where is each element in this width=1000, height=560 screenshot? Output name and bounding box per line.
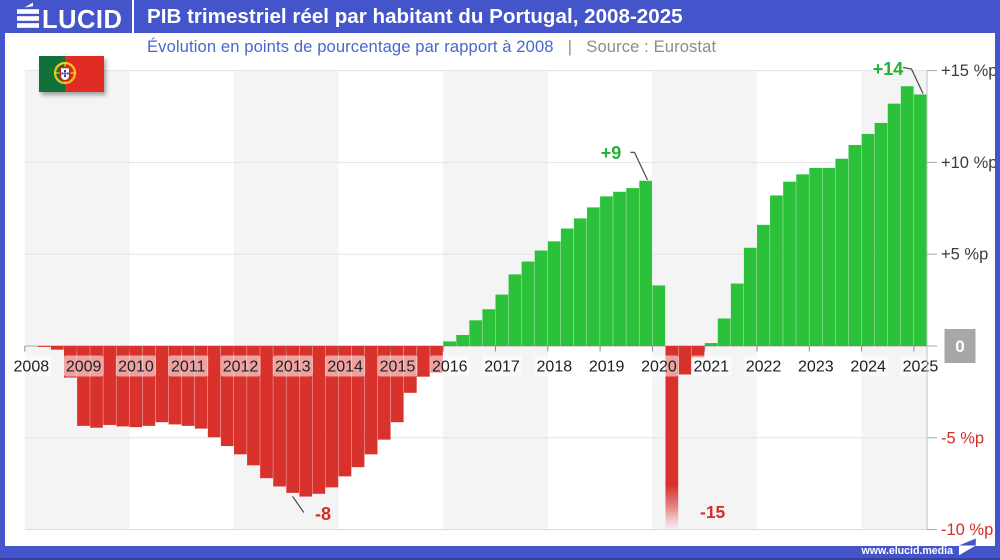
svg-text:2008: 2008 <box>14 359 50 376</box>
svg-text:2020: 2020 <box>641 359 677 376</box>
svg-text:2013: 2013 <box>275 359 311 376</box>
svg-text:2021: 2021 <box>693 359 729 376</box>
svg-text:0: 0 <box>955 337 964 356</box>
svg-text:2011: 2011 <box>171 359 206 376</box>
svg-text:2012: 2012 <box>223 359 259 376</box>
svg-text:2014: 2014 <box>327 359 363 376</box>
svg-text:+10 %p: +10 %p <box>941 154 997 172</box>
svg-text:+14: +14 <box>873 60 904 79</box>
svg-text:2009: 2009 <box>66 359 102 376</box>
svg-text:2015: 2015 <box>380 359 416 376</box>
svg-text:2025: 2025 <box>903 359 939 376</box>
svg-text:2010: 2010 <box>118 359 154 376</box>
svg-text:2019: 2019 <box>589 359 625 376</box>
svg-text:2018: 2018 <box>537 359 573 376</box>
svg-text:2023: 2023 <box>798 359 834 376</box>
svg-text:2016: 2016 <box>432 359 468 376</box>
svg-text:-5 %p: -5 %p <box>941 429 984 447</box>
svg-text:2022: 2022 <box>746 359 782 376</box>
svg-text:2017: 2017 <box>484 359 520 376</box>
svg-text:2024: 2024 <box>850 359 886 376</box>
svg-text:+5 %p: +5 %p <box>941 246 988 264</box>
svg-text:+9: +9 <box>601 143 622 163</box>
svg-text:-15: -15 <box>700 502 726 522</box>
svg-text:-10 %p: -10 %p <box>941 521 993 539</box>
svg-text:LUCID: LUCID <box>42 6 122 31</box>
svg-text:+15 %p: +15 %p <box>941 62 997 80</box>
svg-text:-8: -8 <box>315 504 331 524</box>
